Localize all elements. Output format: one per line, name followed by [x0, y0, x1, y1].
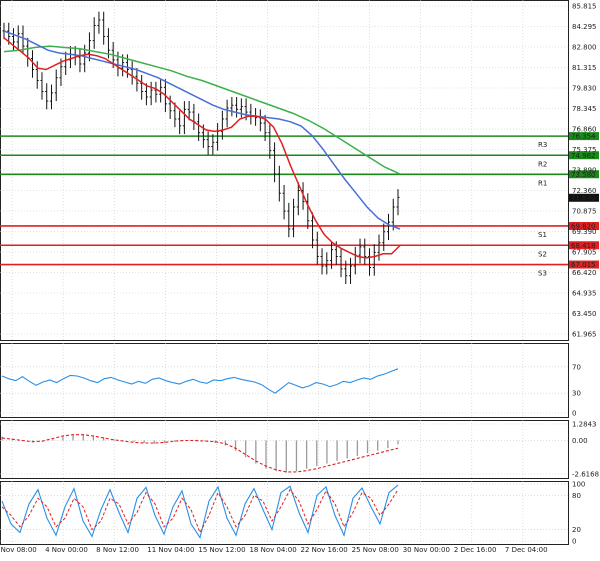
level-value-r2: 74.962 — [571, 152, 596, 160]
level-value-r1: 73.580 — [571, 171, 596, 179]
rsi-line — [1, 368, 399, 394]
last-price-tag — [569, 193, 599, 202]
moving-average-mid — [3, 30, 401, 230]
stoch-tick-label: 20 — [572, 526, 581, 534]
macd-tick-label: 0.00 — [572, 437, 588, 445]
level-name-s1: S1 — [538, 231, 547, 239]
rsi-tick-label: 70 — [572, 363, 581, 371]
x-tick-label: 30 Nov 00:00 — [403, 546, 450, 554]
x-tick-label: 22 Nov 16:00 — [301, 546, 348, 554]
macd-tick-label: 1.2843 — [572, 421, 597, 429]
level-name-r3: R3 — [538, 141, 547, 149]
y-tick-label: 79.830 — [572, 85, 597, 93]
moving-average-slow — [3, 45, 401, 175]
level-tag-r1 — [569, 170, 599, 179]
level-value-r3: 76.354 — [571, 133, 596, 141]
y-tick-label: 85.815 — [572, 3, 597, 11]
panel-rsi — [0, 343, 569, 418]
y-tick-label: 84.295 — [572, 23, 597, 31]
x-tick-label: 7 Dec 04:00 — [505, 546, 548, 554]
panel-stoch — [0, 481, 569, 545]
level-tag-r3 — [569, 132, 599, 141]
y-tick-label: 63.450 — [572, 310, 597, 318]
level-name-r1: R1 — [538, 179, 547, 187]
pivot-levels: R3 76.354 R2 74.962 R1 73.580 S1 69.820 S2 68.418… — [0, 132, 599, 278]
x-tick-label: 4 Nov 00:00 — [45, 546, 88, 554]
y-tick-label: 78.345 — [572, 105, 597, 113]
y-tick-label: 82.800 — [572, 44, 597, 52]
stoch-tick-label: 0 — [572, 538, 576, 546]
y-tick-label: 67.905 — [572, 249, 597, 257]
panel-main — [0, 0, 569, 341]
level-tag-s1 — [569, 221, 599, 230]
stoch-tick-label: 100 — [572, 481, 585, 489]
stoch-k-line — [1, 484, 399, 539]
rsi-tick-label: 0 — [572, 410, 576, 418]
x-tick-label: 2 Dec 16:00 — [454, 546, 497, 554]
level-tag-r2 — [569, 151, 599, 160]
x-tick-label: 18 Nov 04:00 — [249, 546, 296, 554]
level-name-r2: R2 — [538, 160, 547, 168]
grid-lines — [0, 0, 568, 544]
macd-signal-line — [1, 434, 399, 473]
level-name-s3: S3 — [538, 270, 547, 278]
panel-frames — [0, 0, 569, 545]
y-tick-label: 64.935 — [572, 290, 597, 298]
y-tick-label: 81.315 — [572, 64, 597, 72]
y-tick-label: 69.390 — [572, 228, 597, 236]
y-tick-label: 73.890 — [572, 167, 597, 175]
level-value-s1: 69.820 — [571, 222, 596, 230]
last-price-value: 71.870 — [571, 194, 596, 202]
moving-average-fast — [3, 37, 401, 259]
stoch-tick-label: 80 — [572, 492, 581, 500]
axis-labels: 1 Nov 08:00 4 Nov 00:00 8 Nov 12:00 11 Nov … — [0, 3, 599, 555]
y-tick-label: 75.375 — [572, 146, 597, 154]
y-tick-label: 70.875 — [572, 208, 597, 216]
x-tick-label: 1 Nov 08:00 — [0, 546, 37, 554]
level-tag-s2 — [569, 241, 599, 250]
y-tick-label: 76.860 — [572, 126, 597, 134]
y-tick-label: 61.965 — [572, 331, 597, 339]
level-value-s3: 67.015 — [571, 261, 596, 269]
panel-macd — [0, 420, 569, 479]
stoch-d-line — [1, 488, 399, 534]
level-name-s2: S2 — [538, 250, 547, 258]
x-tick-label: 25 Nov 08:00 — [352, 546, 399, 554]
level-value-s2: 68.418 — [571, 242, 596, 250]
macd-tick-label: -2.6168 — [572, 471, 599, 479]
y-tick-label: 72.360 — [572, 187, 597, 195]
x-tick-label: 15 Nov 12:00 — [198, 546, 245, 554]
series-layer — [1, 11, 401, 539]
x-tick-label: 8 Nov 12:00 — [96, 546, 139, 554]
y-tick-label: 66.420 — [572, 269, 597, 277]
x-tick-label: 11 Nov 04:00 — [147, 546, 194, 554]
level-tag-s3 — [569, 260, 599, 269]
rsi-tick-label: 30 — [572, 390, 581, 398]
